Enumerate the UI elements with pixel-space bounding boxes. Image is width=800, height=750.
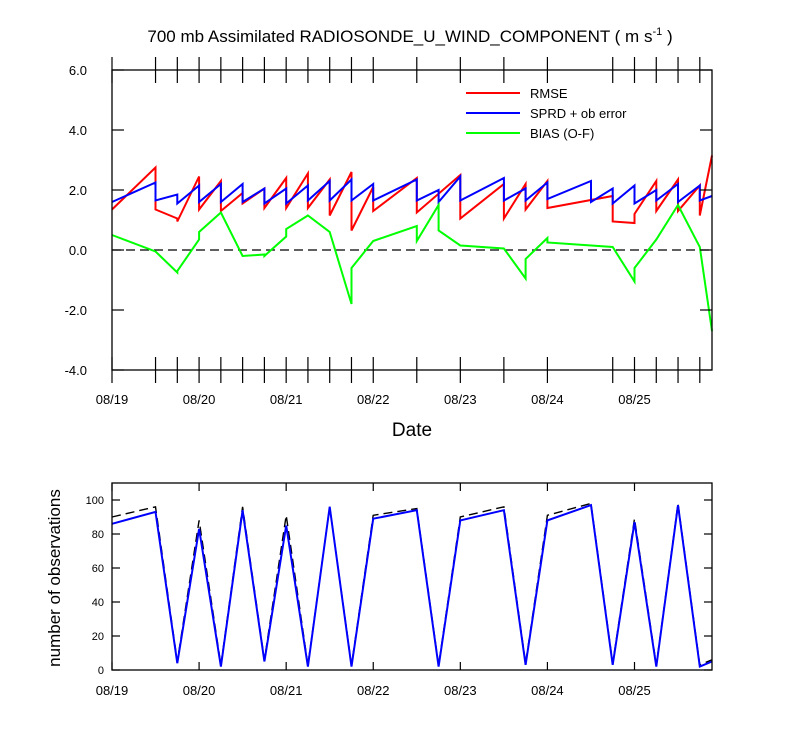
bottom-chart: 0 20 40 60 80 100 08/19 08/20 08/21 08/22 08/23 08/… xyxy=(45,482,713,698)
x-tick-label: 08/20 xyxy=(183,392,216,407)
legend: RMSE SPRD + ob error BIAS (O-F) xyxy=(466,86,627,141)
legend-label: SPRD + ob error xyxy=(530,106,627,121)
y-tick-label: 40 xyxy=(92,597,104,609)
bottom-plot-frame xyxy=(111,482,713,671)
y-tick-label: 100 xyxy=(86,495,104,507)
series-line-rmse xyxy=(111,155,713,231)
x-tick-label: 08/25 xyxy=(618,683,651,698)
series-line-bias xyxy=(111,201,713,332)
x-tick-label: 08/22 xyxy=(357,392,390,407)
x-tick-label: 08/21 xyxy=(270,683,303,698)
series-line-possible xyxy=(111,502,713,666)
legend-label: RMSE xyxy=(530,86,568,101)
chart-title: 700 mb Assimilated RADIOSONDE_U_WIND_COM… xyxy=(147,26,672,46)
y-tick-label: -2.0 xyxy=(65,303,87,318)
y-tick-label: 0 xyxy=(98,665,104,677)
top-plot-frame xyxy=(111,69,713,371)
y-tick-label: 20 xyxy=(92,631,104,643)
x-tick-label: 08/24 xyxy=(531,392,564,407)
top-plot-area: -4.0 -2.0 0.0 2.0 4.0 6.0 08/19 08/20 08/21 08/22… xyxy=(65,57,713,407)
y-tick-label: 0.0 xyxy=(69,243,87,258)
top-chart: 700 mb Assimilated RADIOSONDE_U_WIND_COM… xyxy=(65,26,713,441)
y-tick-label: 2.0 xyxy=(69,183,87,198)
x-tick-label: 08/23 xyxy=(444,392,477,407)
y-tick-label: -4.0 xyxy=(65,363,87,378)
x-tick-label: 08/21 xyxy=(270,392,303,407)
x-tick-label: 08/19 xyxy=(96,683,129,698)
y-tick-label: 6.0 xyxy=(69,63,87,78)
bottom-plot-area: 0 20 40 60 80 100 08/19 08/20 08/21 08/22 08/23 08/… xyxy=(86,482,713,698)
series-line-used xyxy=(111,503,713,669)
y-tick-label: 60 xyxy=(92,563,104,575)
x-tick-label: 08/25 xyxy=(618,392,651,407)
x-axis-label: Date xyxy=(392,420,432,441)
x-tick-label: 08/22 xyxy=(357,683,390,698)
y-tick-label: 4.0 xyxy=(69,123,87,138)
y-axis-label: number of observations xyxy=(45,489,64,667)
x-tick-label: 08/19 xyxy=(96,392,129,407)
x-tick-label: 08/24 xyxy=(531,683,564,698)
x-tick-label: 08/23 xyxy=(444,683,477,698)
series-line-sprd xyxy=(111,173,713,206)
legend-label: BIAS (O-F) xyxy=(530,126,594,141)
x-tick-label: 08/20 xyxy=(183,683,216,698)
y-tick-label: 80 xyxy=(92,529,104,541)
